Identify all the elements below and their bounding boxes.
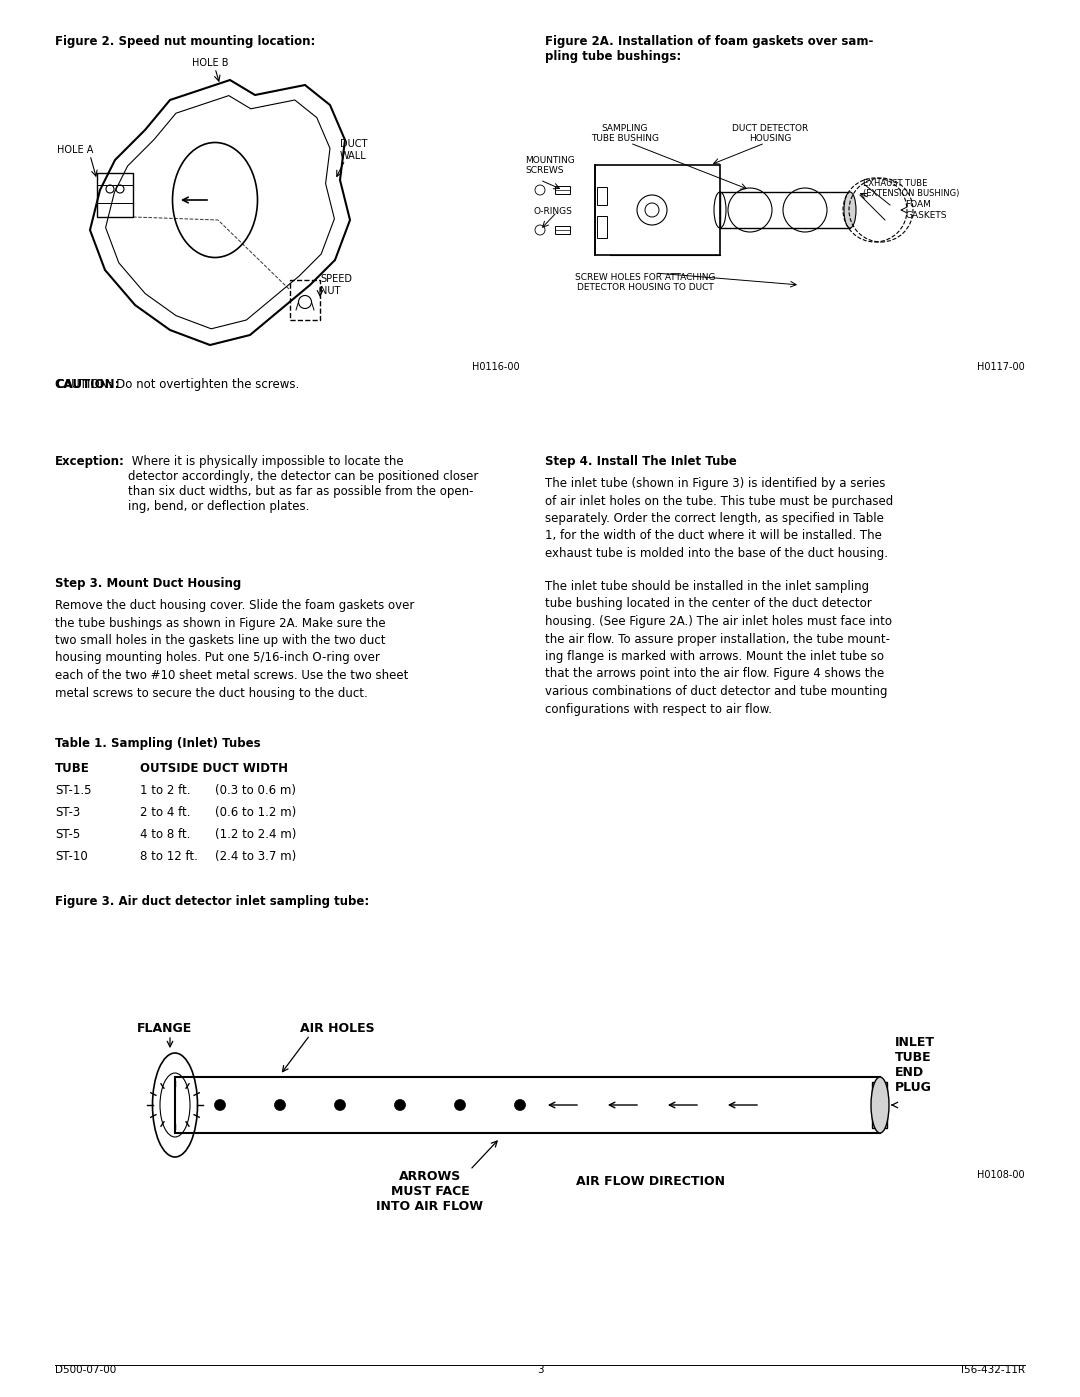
Text: DUCT
WALL: DUCT WALL	[340, 140, 367, 161]
Text: 8 to 12 ft.: 8 to 12 ft.	[140, 849, 198, 863]
Text: FOAM
GASKETS: FOAM GASKETS	[905, 200, 946, 219]
Text: CAUTION: Do not overtighten the screws.: CAUTION: Do not overtighten the screws.	[55, 379, 299, 391]
Text: SPEED
NUT: SPEED NUT	[320, 274, 352, 296]
Text: (0.6 to 1.2 m): (0.6 to 1.2 m)	[215, 806, 296, 819]
Text: H0117-00: H0117-00	[977, 362, 1025, 372]
Text: Exception:: Exception:	[55, 455, 125, 468]
Text: Figure 2. Speed nut mounting location:: Figure 2. Speed nut mounting location:	[55, 35, 315, 47]
Text: D500-07-00: D500-07-00	[55, 1365, 117, 1375]
Text: 3: 3	[537, 1365, 543, 1375]
Text: MOUNTING
SCREWS: MOUNTING SCREWS	[525, 155, 575, 175]
Text: H0116-00: H0116-00	[472, 362, 519, 372]
Text: 4 to 8 ft.: 4 to 8 ft.	[140, 828, 190, 841]
Text: HOLE B: HOLE B	[192, 59, 228, 68]
Text: INLET
TUBE
END
PLUG: INLET TUBE END PLUG	[895, 1037, 935, 1094]
Text: ST-10: ST-10	[55, 849, 87, 863]
Text: SCREW HOLES FOR ATTACHING
DETECTOR HOUSING TO DUCT: SCREW HOLES FOR ATTACHING DETECTOR HOUSI…	[575, 272, 715, 292]
Text: AIR HOLES: AIR HOLES	[300, 1023, 375, 1035]
Text: ARROWS
MUST FACE
INTO AIR FLOW: ARROWS MUST FACE INTO AIR FLOW	[377, 1171, 484, 1213]
Text: Where it is physically impossible to locate the
detector accordingly, the detect: Where it is physically impossible to loc…	[129, 455, 478, 513]
Text: ST-3: ST-3	[55, 806, 80, 819]
Circle shape	[335, 1099, 346, 1111]
Text: SAMPLING
TUBE BUSHING: SAMPLING TUBE BUSHING	[591, 123, 659, 142]
Text: AIR FLOW DIRECTION: AIR FLOW DIRECTION	[576, 1175, 725, 1187]
Text: 2 to 4 ft.: 2 to 4 ft.	[140, 806, 190, 819]
Text: (0.3 to 0.6 m): (0.3 to 0.6 m)	[215, 784, 296, 798]
Text: ST-5: ST-5	[55, 828, 80, 841]
Text: H0108-00: H0108-00	[977, 1171, 1025, 1180]
Text: (2.4 to 3.7 m): (2.4 to 3.7 m)	[215, 849, 296, 863]
Text: O-RINGS: O-RINGS	[534, 208, 572, 217]
Text: Figure 2A. Installation of foam gaskets over sam-
pling tube bushings:: Figure 2A. Installation of foam gaskets …	[545, 35, 874, 63]
Text: The inlet tube should be installed in the inlet sampling
tube bushing located in: The inlet tube should be installed in th…	[545, 580, 892, 715]
Text: TUBE: TUBE	[55, 761, 90, 775]
Circle shape	[215, 1099, 226, 1111]
Text: OUTSIDE DUCT WIDTH: OUTSIDE DUCT WIDTH	[140, 761, 288, 775]
Text: Remove the duct housing cover. Slide the foam gaskets over
the tube bushings as : Remove the duct housing cover. Slide the…	[55, 599, 415, 700]
Text: ST-1.5: ST-1.5	[55, 784, 92, 798]
Circle shape	[274, 1099, 285, 1111]
Text: HOLE A: HOLE A	[57, 145, 93, 155]
Circle shape	[514, 1099, 526, 1111]
Text: CAUTION:: CAUTION:	[55, 379, 120, 391]
Text: The inlet tube (shown in Figure 3) is identified by a series
of air inlet holes : The inlet tube (shown in Figure 3) is id…	[545, 476, 893, 560]
Text: 1 to 2 ft.: 1 to 2 ft.	[140, 784, 190, 798]
Text: EXHAUST TUBE
(EXTENSION BUSHING): EXHAUST TUBE (EXTENSION BUSHING)	[863, 179, 959, 198]
Text: Step 3. Mount Duct Housing: Step 3. Mount Duct Housing	[55, 577, 241, 590]
Circle shape	[394, 1099, 405, 1111]
Text: Step 4. Install The Inlet Tube: Step 4. Install The Inlet Tube	[545, 455, 737, 468]
Text: Table 1. Sampling (Inlet) Tubes: Table 1. Sampling (Inlet) Tubes	[55, 738, 260, 750]
Ellipse shape	[870, 1077, 889, 1133]
Ellipse shape	[843, 191, 856, 228]
Text: I56-432-11R: I56-432-11R	[961, 1365, 1025, 1375]
FancyBboxPatch shape	[872, 1083, 887, 1127]
Text: FLANGE: FLANGE	[137, 1023, 192, 1035]
Circle shape	[455, 1099, 465, 1111]
Text: Figure 3. Air duct detector inlet sampling tube:: Figure 3. Air duct detector inlet sampli…	[55, 895, 369, 908]
Text: (1.2 to 2.4 m): (1.2 to 2.4 m)	[215, 828, 296, 841]
Text: DUCT DETECTOR
HOUSING: DUCT DETECTOR HOUSING	[732, 123, 808, 142]
